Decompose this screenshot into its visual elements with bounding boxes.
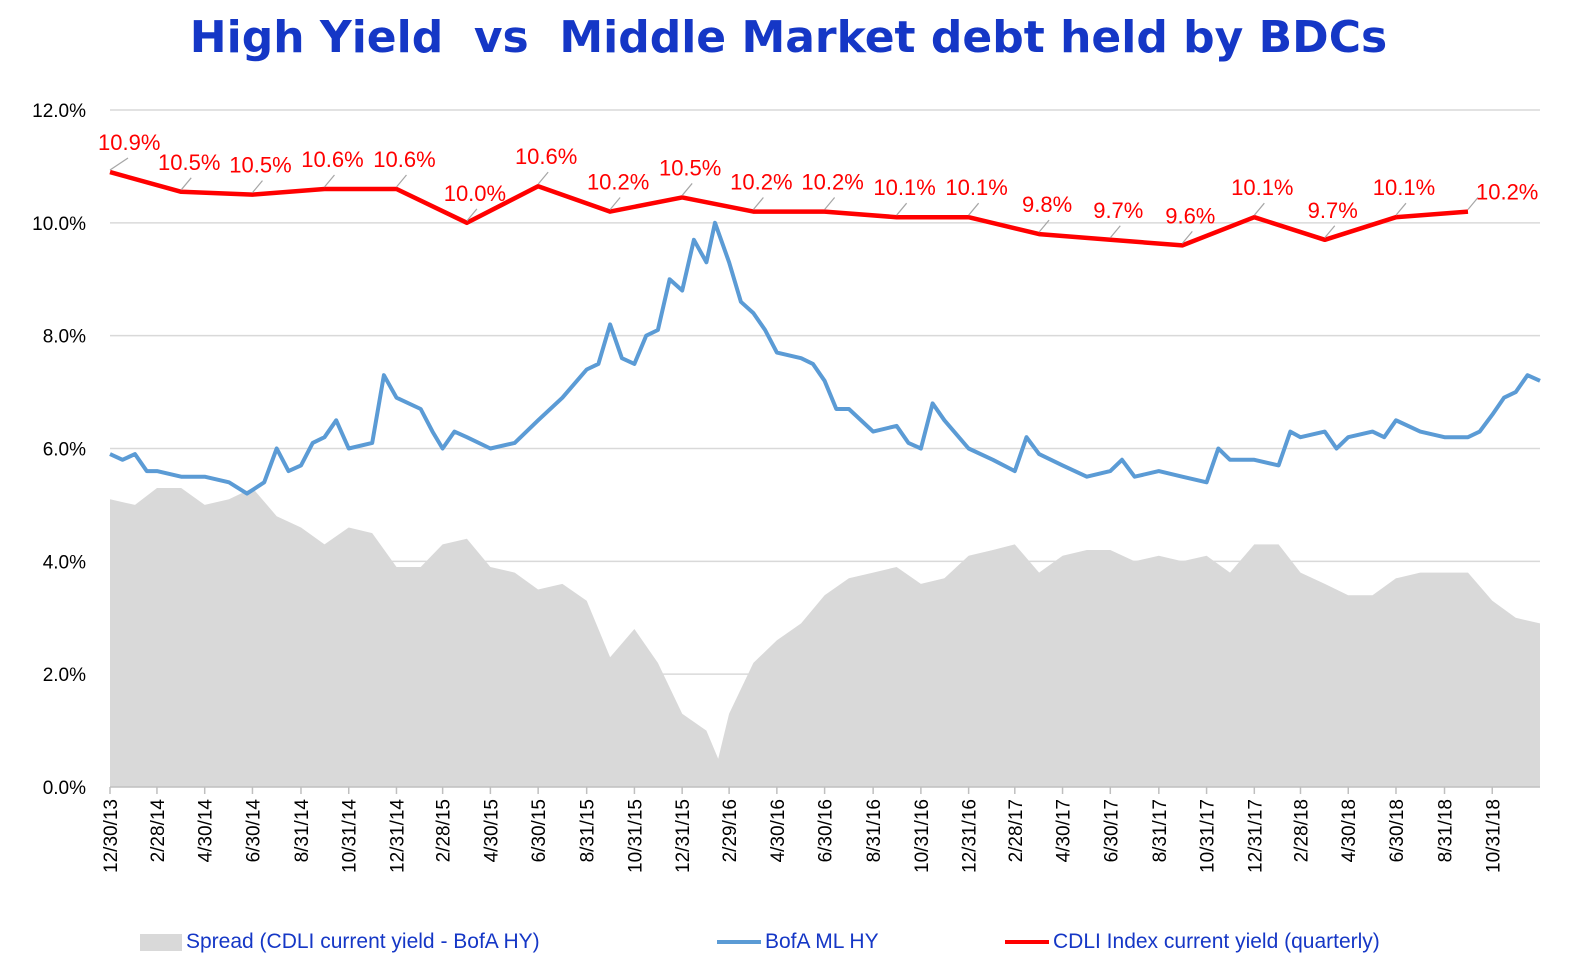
- label-leader: [1395, 202, 1407, 216]
- label-leader: [609, 197, 621, 210]
- label-leader: [752, 197, 764, 210]
- legend-swatch-bofa-hy: [717, 940, 761, 944]
- y-tick-label: 10.0%: [32, 214, 86, 235]
- y-tick-label: 2.0%: [43, 665, 86, 686]
- label-leader: [824, 197, 836, 210]
- cdli-line-layer: [109, 169, 1469, 248]
- x-tick-label: 6/30/15: [529, 799, 550, 862]
- chart-plot: 10.9%10.5% 10.5% 10.6% 10.6%10.0%10.6%10.2%…: [32, 101, 1541, 873]
- bofa-hy-line: [109, 220, 1541, 496]
- legend-item-cdli: CDLI Index current yield (quarterly): [1005, 922, 1380, 962]
- label-leader: [251, 180, 263, 194]
- x-tick-label: 8/31/15: [578, 799, 599, 862]
- x-tick-label: 2/28/18: [1291, 799, 1312, 862]
- x-tick-label: 10/31/15: [625, 799, 646, 873]
- x-tick-label: 12/31/16: [960, 799, 981, 873]
- x-tick-label: 2/28/14: [148, 799, 169, 863]
- label-leader: [681, 183, 693, 196]
- cdli-line: [109, 169, 1469, 248]
- y-tick-label: 4.0%: [43, 552, 86, 573]
- x-tick-label: 6/30/17: [1101, 799, 1122, 862]
- chart-title: High Yield vs Middle Market debt held by…: [189, 12, 1388, 63]
- legend-item-bofa-hy: BofA ML HY: [717, 922, 879, 962]
- legend: Spread (CDLI current yield - BofA HY) Bo…: [0, 922, 1577, 962]
- label-leader: [180, 177, 192, 191]
- label-leader: [323, 174, 335, 188]
- x-tick-label: 6/30/14: [243, 799, 264, 863]
- legend-label-bofa-hy: BofA ML HY: [765, 930, 879, 953]
- x-tick-label: 10/31/16: [912, 799, 933, 873]
- y-axis: 0.0% 2.0% 4.0% 6.0% 8.0% 10.0% 12.0%: [32, 101, 86, 799]
- x-tick-label: 12/30/13: [101, 799, 122, 873]
- x-tick-label: 4/30/18: [1339, 799, 1360, 862]
- cdli-data-label: 10.9%: [98, 130, 160, 155]
- x-tick-label: 6/30/18: [1387, 799, 1408, 862]
- cdli-data-label: 10.0%: [444, 181, 506, 206]
- cdli-data-label: 10.2%: [801, 170, 863, 195]
- cdli-data-label: 10.2%: [1476, 180, 1538, 205]
- legend-swatch-cdli: [1005, 940, 1049, 944]
- label-leader: [466, 208, 478, 222]
- x-tick-label: 2/28/15: [434, 799, 455, 862]
- x-tick-label: 10/31/17: [1198, 799, 1219, 873]
- x-tick-label: 8/31/17: [1150, 799, 1171, 862]
- x-tick-label: 4/30/17: [1054, 799, 1075, 862]
- legend-item-spread: Spread (CDLI current yield - BofA HY): [140, 922, 540, 962]
- legend-label-spread: Spread (CDLI current yield - BofA HY): [186, 930, 540, 953]
- x-tick-label: 4/30/15: [481, 799, 502, 862]
- label-leader: [1181, 231, 1193, 244]
- x-tick-label: 12/31/15: [673, 799, 694, 873]
- cdli-data-label: 10.1%: [945, 175, 1007, 200]
- cdli-data-label: 9.6%: [1165, 203, 1215, 228]
- cdli-data-label: 10.2%: [730, 170, 792, 195]
- cdli-data-label: 10.1%: [1373, 175, 1435, 200]
- spread-area: [110, 488, 1540, 787]
- cdli-data-label: 9.8%: [1022, 192, 1072, 217]
- spread-area-layer: [110, 488, 1540, 787]
- y-tick-label: 0.0%: [43, 778, 86, 799]
- x-tick-label: 8/31/18: [1436, 799, 1457, 862]
- label-leader: [968, 202, 980, 216]
- label-leader: [1109, 225, 1121, 239]
- x-tick-label: 12/31/17: [1245, 799, 1266, 873]
- cdli-data-label: 10.6%: [301, 147, 363, 172]
- y-tick-label: 12.0%: [32, 101, 86, 122]
- y-tick-label: 8.0%: [43, 327, 86, 348]
- cdli-data-label: 9.7%: [1093, 198, 1143, 223]
- label-leader: [1324, 225, 1336, 239]
- x-tick-label: 4/30/14: [196, 799, 217, 863]
- label-leaders: [109, 157, 1479, 244]
- x-tick-label: 10/31/14: [340, 799, 361, 873]
- x-tick-label: 4/30/16: [768, 799, 789, 862]
- label-leader: [1467, 197, 1479, 210]
- x-axis: 12/30/13 2/28/14 4/30/14 6/30/14 8/31/14 10/3…: [101, 786, 1540, 873]
- x-tick-label: 12/31/14: [387, 799, 408, 873]
- cdli-data-label: 10.1%: [1231, 175, 1293, 200]
- cdli-data-label: 10.5%: [158, 150, 220, 175]
- label-leader: [537, 171, 549, 185]
- legend-swatch-spread: [140, 933, 182, 951]
- label-leader: [396, 174, 407, 188]
- x-tick-label: 8/31/16: [864, 799, 885, 862]
- cdli-data-label: 10.2%: [587, 170, 649, 195]
- cdli-data-label: 10.1%: [873, 175, 935, 200]
- label-leader: [896, 202, 908, 216]
- bofa-hy-line-layer: [109, 220, 1541, 496]
- cdli-data-label: 10.6%: [515, 144, 577, 169]
- label-leader: [1038, 219, 1050, 233]
- cdli-data-label: 10.6%: [373, 147, 435, 172]
- cdli-data-label: 10.5%: [659, 155, 721, 180]
- cdli-data-label: 10.5%: [229, 153, 291, 178]
- x-tick-label: 6/30/16: [816, 799, 837, 862]
- data-labels: 10.9%10.5% 10.5% 10.6% 10.6%10.0%10.6%10.2%…: [98, 130, 1538, 228]
- x-tick-label: 2/28/17: [1006, 799, 1027, 862]
- label-leader: [109, 157, 129, 171]
- x-tick-label: 2/29/16: [720, 799, 741, 862]
- x-tick-label: 10/31/18: [1483, 799, 1504, 873]
- cdli-data-label: 9.7%: [1308, 198, 1358, 223]
- legend-label-cdli: CDLI Index current yield (quarterly): [1053, 930, 1380, 953]
- y-tick-label: 6.0%: [43, 440, 86, 461]
- label-leader: [1253, 202, 1265, 216]
- x-tick-label: 8/31/14: [292, 799, 313, 863]
